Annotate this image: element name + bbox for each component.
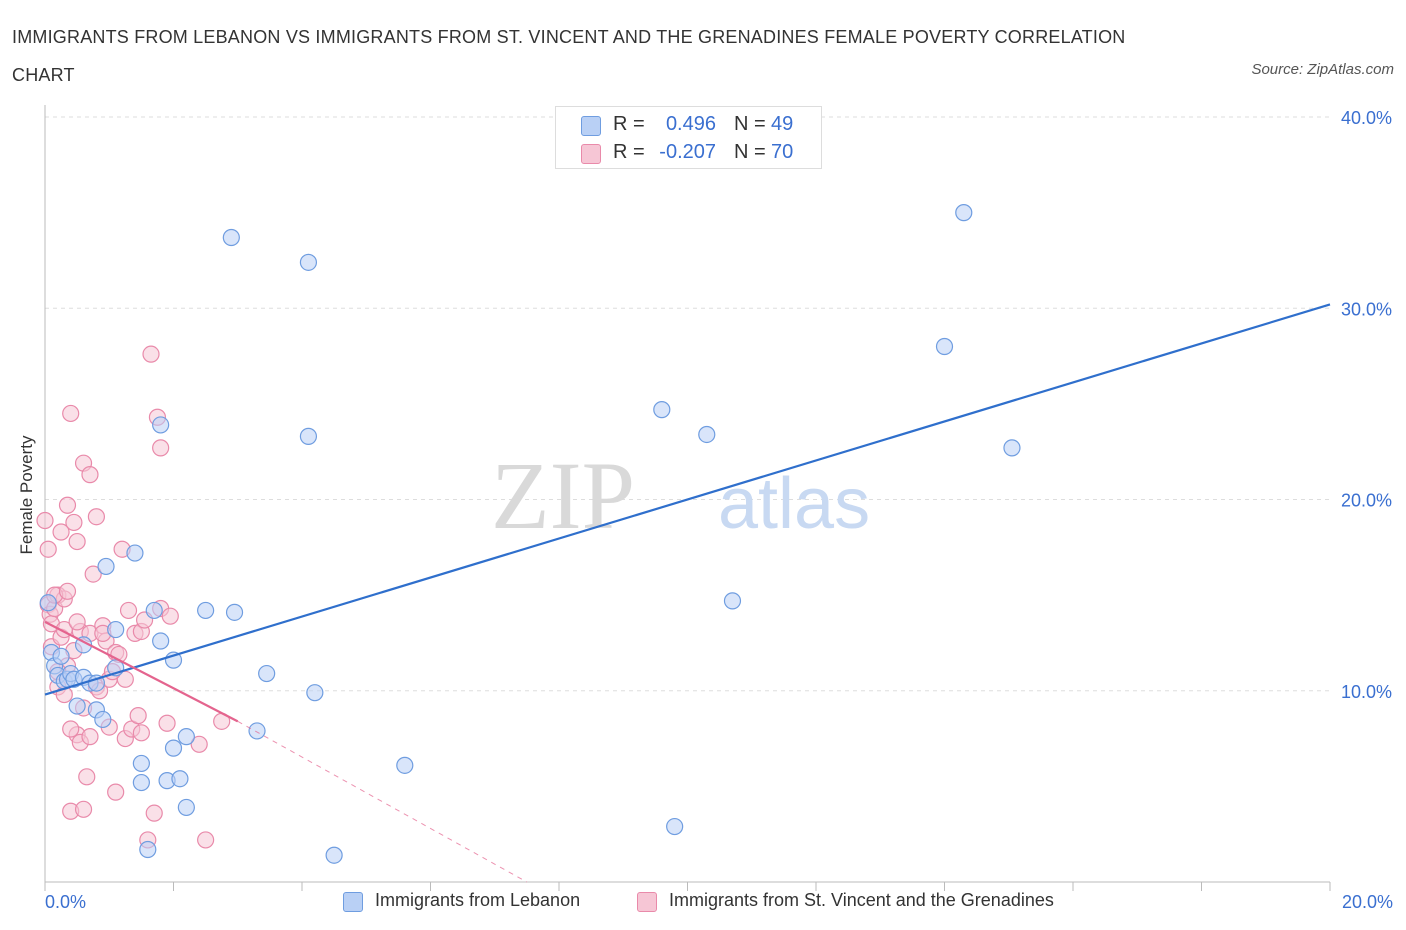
point-lebanon (39, 594, 57, 612)
point-lebanon (126, 544, 144, 562)
point-lebanon (94, 710, 112, 729)
point-svg (197, 831, 215, 849)
point-lebanon (325, 846, 343, 864)
point-svg (58, 582, 77, 600)
point-svg (65, 513, 83, 532)
point-svg (142, 345, 160, 363)
point-svg (132, 724, 150, 742)
point-lebanon (396, 756, 414, 774)
point-svg (58, 496, 77, 514)
stats-row-svg: R = -0.207 N = 70 (556, 138, 821, 166)
point-svg (74, 800, 93, 818)
r-label: R = (613, 141, 645, 163)
tick-labels: 10.0% 20.0% 30.0% 40.0% 0.0% 20.0% (45, 108, 1393, 912)
watermark-atlas: atlas (718, 464, 870, 544)
y-tick-label: 10.0% (1341, 682, 1392, 702)
point-lebanon (145, 601, 163, 620)
point-lebanon (132, 754, 150, 773)
point-lebanon (306, 684, 324, 702)
n-value-lebanon: 49 (771, 113, 794, 135)
point-lebanon (177, 728, 195, 746)
point-svg (78, 768, 96, 786)
point-svg (84, 565, 102, 583)
point-svg (152, 439, 170, 457)
stats-row-lebanon: R = 0.496 N = 49 (556, 110, 821, 138)
point-lebanon (68, 697, 86, 715)
point-lebanon (935, 337, 954, 356)
source-label: Source: ZipAtlas.com (1251, 61, 1394, 78)
point-svg (81, 728, 99, 746)
n-label: N = (734, 141, 766, 163)
point-lebanon (666, 817, 684, 836)
r-label: R = (613, 113, 645, 135)
point-lebanon (171, 770, 189, 788)
point-svg (62, 404, 80, 423)
legend-label-lebanon: Immigrants from Lebanon (375, 890, 581, 910)
point-svg (87, 508, 106, 526)
point-lebanon (222, 228, 240, 247)
chart-title: IMMIGRANTS FROM LEBANON VS IMMIGRANTS FR… (12, 27, 1126, 85)
point-lebanon (653, 401, 671, 419)
point-svg (62, 720, 80, 738)
legend-swatch-svg (637, 892, 657, 912)
point-svg (107, 783, 125, 801)
point-lebanon (97, 557, 115, 576)
y-tick-label: 20.0% (1341, 491, 1392, 511)
point-lebanon (139, 840, 157, 859)
x-tick-label: 20.0% (1342, 892, 1393, 912)
point-lebanon (299, 253, 318, 271)
point-svg (81, 466, 99, 484)
trendline-svg (44, 620, 239, 723)
trendline-svg-extension (237, 720, 528, 883)
legend-swatch-svg (581, 144, 601, 164)
point-lebanon (248, 722, 266, 740)
point-svg (52, 523, 70, 541)
point-lebanon (152, 416, 170, 434)
point-lebanon (723, 592, 742, 610)
point-svg (158, 714, 176, 732)
point-lebanon (258, 664, 276, 683)
point-lebanon (955, 204, 973, 222)
point-lebanon (177, 798, 195, 817)
point-svg (129, 707, 147, 725)
y-tick-label: 30.0% (1341, 299, 1392, 319)
r-value-lebanon: 0.496 (665, 113, 716, 135)
point-svg (190, 735, 208, 753)
point-svg (39, 540, 57, 558)
point-svg (161, 607, 179, 625)
legend-swatch-lebanon (581, 116, 601, 136)
series-legend: Immigrants from Lebanon Immigrants from … (0, 890, 1406, 916)
legend-label-svg: Immigrants from St. Vincent and the Gren… (669, 890, 1054, 910)
x-tick-label: 0.0% (45, 892, 86, 912)
point-lebanon (197, 601, 215, 620)
point-lebanon (152, 632, 170, 650)
point-lebanon (1003, 439, 1021, 457)
point-lebanon (52, 647, 70, 665)
series-svg-points (36, 345, 231, 849)
stats-legend: R = 0.496 N = 49 R = -0.207 N = 70 (555, 106, 822, 169)
point-svg (68, 532, 86, 551)
y-tick-label: 40.0% (1341, 108, 1392, 128)
n-value-svg: 70 (771, 141, 794, 163)
point-svg (36, 511, 54, 530)
point-svg (145, 804, 163, 822)
trendline-lebanon (44, 303, 1331, 696)
point-svg (68, 613, 86, 631)
legend-swatch-lebanon (343, 892, 363, 912)
point-lebanon (164, 739, 183, 757)
point-lebanon (107, 620, 125, 639)
axes (44, 105, 1331, 891)
trend-lines (44, 303, 1331, 883)
watermark: ZIP atlas (491, 442, 870, 549)
point-svg (119, 601, 138, 620)
point-lebanon (698, 425, 716, 444)
point-lebanon (299, 427, 318, 445)
r-value-svg: -0.207 (659, 141, 716, 163)
point-lebanon (225, 603, 244, 621)
point-lebanon (132, 773, 150, 792)
watermark-zip: ZIP (491, 442, 635, 549)
n-label: N = (734, 113, 766, 135)
